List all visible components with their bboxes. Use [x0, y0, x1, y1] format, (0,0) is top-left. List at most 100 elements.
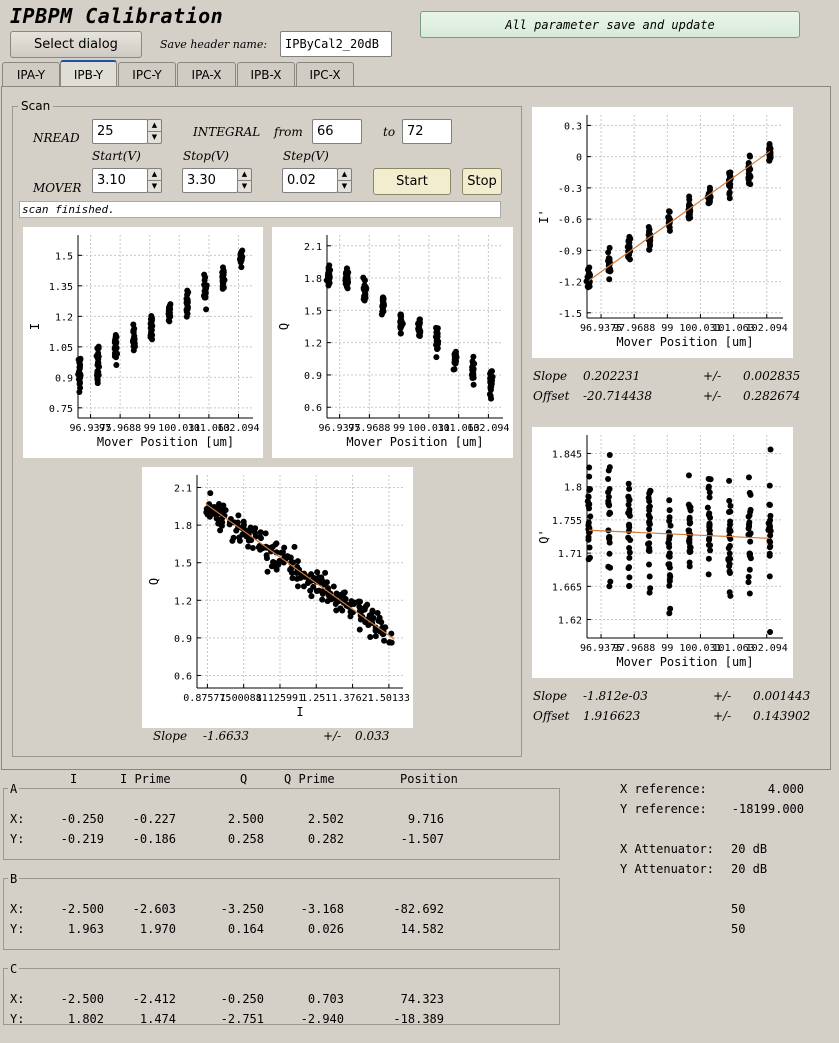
tab-ipc-y[interactable]: IPC-Y — [118, 62, 176, 86]
spin-up-icon[interactable]: ▲ — [148, 169, 161, 181]
iprime-slope-error: 0.002835 — [743, 369, 801, 383]
data-point — [218, 507, 225, 514]
tab-label: IPB-X — [250, 67, 282, 82]
table-cell: 0.258 — [227, 832, 264, 846]
tab-ipa-x[interactable]: IPA-X — [177, 62, 236, 86]
nread-input[interactable]: 25 — [92, 119, 148, 144]
data-point — [646, 526, 653, 533]
tab-ipb-y[interactable]: IPB-Y — [60, 60, 117, 87]
start-scan-button[interactable]: Start — [373, 168, 451, 195]
data-point — [586, 473, 593, 480]
data-point — [382, 624, 389, 631]
data-point — [362, 284, 369, 291]
data-point — [215, 520, 222, 527]
y-tick-label: 0.9 — [174, 634, 192, 645]
y-tick-label: 1.8 — [304, 274, 322, 285]
start-voltage-spinner[interactable]: ▲ ▼ — [147, 168, 162, 193]
data-point — [686, 547, 693, 554]
nread-label: NREAD — [33, 131, 80, 145]
spin-up-icon[interactable]: ▲ — [338, 169, 351, 181]
data-point — [726, 525, 733, 532]
data-point — [129, 338, 136, 345]
data-point — [587, 513, 594, 520]
y-tick-label: 0.9 — [55, 373, 73, 384]
data-point — [625, 493, 632, 500]
data-point — [361, 277, 368, 284]
stop-voltage-spinner[interactable]: ▲ ▼ — [237, 168, 252, 193]
data-point — [184, 298, 191, 305]
data-point — [585, 536, 592, 543]
data-point — [488, 368, 495, 375]
data-point — [308, 571, 315, 578]
y-tick-label: 1.35 — [49, 282, 73, 293]
data-point — [397, 312, 404, 319]
data-point — [148, 331, 155, 338]
table-cell: 2.502 — [307, 812, 344, 826]
data-point — [666, 497, 673, 504]
table-cell: -0.250 — [60, 812, 104, 826]
step-voltage-input[interactable]: 0.02 — [282, 168, 338, 193]
data-point — [747, 508, 754, 515]
tab-ipc-x[interactable]: IPC-X — [296, 62, 354, 86]
spin-down-icon[interactable]: ▼ — [241, 182, 248, 190]
data-point — [433, 324, 440, 331]
data-point — [606, 276, 613, 283]
data-point — [605, 527, 612, 534]
tab-label: IPC-X — [309, 67, 341, 82]
data-point — [686, 520, 693, 527]
data-point — [727, 535, 734, 542]
save-header-input[interactable]: IPByCal2_20dB — [280, 31, 392, 57]
data-point — [707, 542, 714, 549]
stop-scan-button[interactable]: Stop — [462, 168, 502, 195]
spin-down-icon[interactable]: ▼ — [151, 133, 158, 141]
y-tick-label: -0.6 — [558, 215, 582, 226]
step-v-label: Step(V) — [283, 149, 329, 163]
data-point — [337, 605, 344, 612]
data-point — [747, 491, 754, 498]
spin-down-icon[interactable]: ▼ — [341, 182, 348, 190]
data-point — [76, 375, 83, 382]
data-point — [374, 610, 381, 617]
data-point — [646, 573, 653, 580]
data-point — [646, 228, 653, 235]
data-point — [646, 548, 653, 555]
data-point — [203, 306, 210, 313]
y-tick-label: 1.8 — [564, 483, 582, 494]
spin-up-icon[interactable]: ▲ — [238, 169, 251, 181]
stop-voltage-input[interactable]: 3.30 — [182, 168, 238, 193]
data-point — [450, 366, 457, 373]
table-cell: 74.323 — [400, 992, 444, 1006]
data-point — [605, 257, 612, 264]
spin-up-icon[interactable]: ▲ — [148, 120, 161, 132]
data-point — [725, 557, 732, 564]
y-tick-label: 1.755 — [552, 516, 582, 527]
integral-to-input[interactable]: 72 — [402, 119, 452, 144]
start-voltage-input[interactable]: 3.10 — [92, 168, 148, 193]
integral-label: INTEGRAL — [193, 125, 261, 139]
table-cell: -0.250 — [220, 992, 264, 1006]
tab-ipb-x[interactable]: IPB-X — [237, 62, 295, 86]
integral-from-input[interactable]: 66 — [312, 119, 362, 144]
data-point — [238, 248, 245, 255]
data-point — [767, 153, 774, 160]
table-cell: -18.389 — [393, 1012, 444, 1026]
data-point — [666, 514, 673, 521]
y-tick-label: 2.1 — [174, 484, 192, 495]
group-c-box — [3, 968, 560, 1025]
qi-slope-label: Slope — [153, 729, 188, 743]
save-all-button[interactable]: All parameter save and update — [420, 11, 800, 38]
step-voltage-spinner[interactable]: ▲ ▼ — [337, 168, 352, 193]
nread-spinner[interactable]: ▲ ▼ — [147, 119, 162, 144]
data-point — [294, 583, 301, 590]
row-axis-label: X: — [10, 812, 25, 826]
data-point — [362, 603, 369, 610]
tab-ipa-y[interactable]: IPA-Y — [2, 62, 60, 86]
select-dialog-button[interactable]: Select dialog — [10, 31, 142, 58]
data-point — [686, 563, 693, 570]
data-point — [433, 354, 440, 361]
x-reference-label: X reference: — [620, 782, 707, 796]
data-point — [300, 583, 307, 590]
data-point — [93, 352, 100, 359]
data-point — [433, 342, 440, 349]
spin-down-icon[interactable]: ▼ — [151, 182, 158, 190]
